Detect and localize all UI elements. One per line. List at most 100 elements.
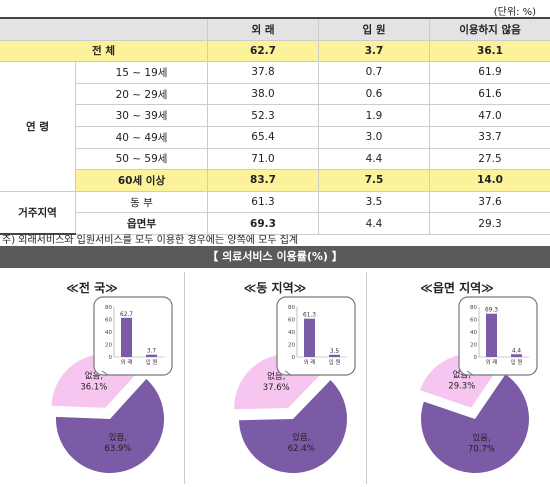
inset-y-tick: 60 bbox=[288, 318, 295, 324]
section-title: 【 의료서비스 이용률(%) 】 bbox=[0, 246, 550, 268]
chart-panel-dong: ≪동 지역≫ 있음, 62.4% 없음, 37.6% 0 20 40 60 80 61.3 외 래 3… bbox=[184, 272, 365, 484]
age-row: 50 ~ 59세 71.0 4.4 27.5 bbox=[0, 148, 550, 171]
inset-bar-label: 4.4 bbox=[512, 348, 522, 354]
inset-x-tick: 입 원 bbox=[511, 358, 523, 366]
age-group-label: 연 령 bbox=[0, 61, 76, 192]
chart-title: ≪전 국≫ bbox=[66, 281, 118, 295]
chart-svg: 있음,70.7% 없음,29.3% 0 20 40 60 80 69.3 외 래 4.4 입 원 bbox=[420, 296, 538, 473]
header-none: 이용하지 않음 bbox=[429, 16, 550, 41]
region-row: 읍면부 69.3 4.4 29.3 bbox=[0, 212, 550, 235]
inset-bar bbox=[304, 318, 315, 357]
chart-panel-national: ≪전 국≫ 있음, 63.9% 없음, 36.1% 0 20 40 60 80 62.7 외 래 3.… bbox=[2, 272, 182, 484]
pie-label-no: 없음, bbox=[267, 372, 285, 382]
pie-label-yes: 있음, bbox=[472, 432, 490, 443]
cell: 83.7 bbox=[207, 169, 319, 192]
pie-slice-yes bbox=[421, 374, 529, 473]
inset-bar-label: 3.5 bbox=[330, 349, 340, 355]
cell: 61.9 bbox=[429, 61, 550, 84]
cell: 71.0 bbox=[207, 148, 319, 171]
inset-bar bbox=[511, 354, 522, 357]
charts-area: ≪전 국≫ 있음, 63.9% 없음, 36.1% 0 20 40 60 80 62.7 외 래 3.… bbox=[0, 272, 550, 484]
cell: 69.3 bbox=[207, 212, 319, 235]
unit-label: (단위: %) bbox=[493, 7, 536, 18]
chart-svg: 있음,63.9% 없음,36.1% 0 20 40 60 80 62.7 외 래 3.7 입 원 bbox=[51, 296, 173, 473]
inset-x-tick: 입 원 bbox=[146, 358, 158, 366]
inset-y-tick: 0 bbox=[292, 355, 296, 361]
row-label: 60세 이상 bbox=[75, 169, 208, 192]
inset-y-tick: 40 bbox=[470, 330, 477, 336]
inset-y-tick: 0 bbox=[109, 355, 113, 361]
inset-y-tick: 80 bbox=[288, 305, 295, 311]
table-note: 주) 외래서비스와 입원서비스를 모두 이용한 경우에는 양쪽에 모두 집계 bbox=[2, 235, 299, 246]
cell: 47.0 bbox=[429, 104, 550, 127]
pie-label-no: 없음, bbox=[85, 372, 103, 382]
inset-bar-label: 62.7 bbox=[120, 312, 133, 318]
cell: 29.3 bbox=[429, 212, 550, 235]
callout-line bbox=[101, 370, 109, 376]
pie-slice-yes bbox=[239, 380, 347, 473]
cell: 33.7 bbox=[429, 126, 550, 149]
cell: 14.0 bbox=[429, 169, 550, 192]
cell: 1.9 bbox=[318, 104, 430, 127]
chart-svg: 있음,62.4% 없음,37.6% 0 20 40 60 80 61.3 외 래 3.5 입 원 bbox=[234, 296, 356, 473]
usage-table: 외 래 입 원 이용하지 않음 전 체 62.7 3.7 36.1 연 령 15… bbox=[0, 16, 550, 236]
pie-label-yes: 있음, bbox=[109, 432, 127, 443]
pie-value-yes: 62.4% bbox=[288, 444, 315, 454]
table-header-row: 외 래 입 원 이용하지 않음 bbox=[0, 16, 550, 41]
age-row-highlight: 60세 이상 83.7 7.5 14.0 bbox=[0, 169, 550, 192]
pie-slice-yes bbox=[56, 379, 164, 473]
pie-label-yes: 있음, bbox=[292, 432, 310, 443]
inset-y-tick: 60 bbox=[105, 318, 112, 324]
total-row: 전 체 62.7 3.7 36.1 bbox=[0, 40, 550, 63]
region-row: 거주지역 동 부 61.3 3.5 37.6 bbox=[0, 191, 550, 236]
cell: 37.6 bbox=[429, 191, 550, 214]
total-value: 36.1 bbox=[429, 40, 550, 63]
row-label: 30 ~ 39세 bbox=[75, 104, 208, 127]
row-label: 20 ~ 29세 bbox=[75, 83, 208, 106]
row-label: 40 ~ 49세 bbox=[75, 126, 208, 149]
inset-x-tick: 외 래 bbox=[304, 358, 316, 366]
pie-value-yes: 63.9% bbox=[104, 444, 131, 454]
inset-y-tick: 20 bbox=[470, 343, 477, 349]
chart-title: ≪읍면 지역≫ bbox=[420, 281, 494, 295]
cell: 38.0 bbox=[207, 83, 319, 106]
cell: 65.4 bbox=[207, 126, 319, 149]
row-label: 동 부 bbox=[75, 191, 208, 214]
total-label: 전 체 bbox=[0, 40, 208, 63]
inset-y-tick: 20 bbox=[105, 343, 112, 349]
callout-line bbox=[466, 370, 474, 376]
inset-bar-label: 3.7 bbox=[147, 349, 157, 355]
inset-bar bbox=[486, 313, 497, 357]
cell: 37.8 bbox=[207, 61, 319, 84]
inset-x-tick: 외 래 bbox=[486, 358, 498, 366]
age-row: 40 ~ 49세 65.4 3.0 33.7 bbox=[0, 126, 550, 149]
callout-line bbox=[284, 370, 292, 376]
inset-y-tick: 20 bbox=[288, 343, 295, 349]
age-row: 30 ~ 39세 52.3 1.9 47.0 bbox=[0, 104, 550, 127]
total-value: 3.7 bbox=[318, 40, 430, 63]
inset-bar-label: 69.3 bbox=[485, 308, 498, 314]
header-outpatient: 외 래 bbox=[207, 16, 319, 41]
inset-y-tick: 0 bbox=[474, 355, 478, 361]
inset-bar bbox=[329, 354, 340, 357]
pie-value-no: 29.3% bbox=[448, 381, 475, 391]
inset-x-tick: 외 래 bbox=[121, 358, 133, 366]
inset-y-tick: 60 bbox=[470, 318, 477, 324]
cell: 4.4 bbox=[318, 148, 430, 171]
row-label: 15 ~ 19세 bbox=[75, 61, 208, 84]
inset-y-tick: 40 bbox=[288, 330, 295, 336]
header-inpatient: 입 원 bbox=[318, 16, 430, 41]
row-label: 50 ~ 59세 bbox=[75, 148, 208, 171]
cell: 61.3 bbox=[207, 191, 319, 214]
inset-y-tick: 40 bbox=[105, 330, 112, 336]
total-value: 62.7 bbox=[207, 40, 319, 63]
cell: 4.4 bbox=[318, 212, 430, 235]
cell: 61.6 bbox=[429, 83, 550, 106]
inset-bar-label: 61.3 bbox=[303, 313, 316, 319]
region-group-label: 거주지역 bbox=[0, 191, 76, 236]
pie-value-no: 37.6% bbox=[263, 383, 290, 393]
cell: 3.5 bbox=[318, 191, 430, 214]
cell: 0.7 bbox=[318, 61, 430, 84]
pie-label-no: 없음, bbox=[453, 370, 471, 380]
pie-value-no: 36.1% bbox=[80, 383, 107, 393]
